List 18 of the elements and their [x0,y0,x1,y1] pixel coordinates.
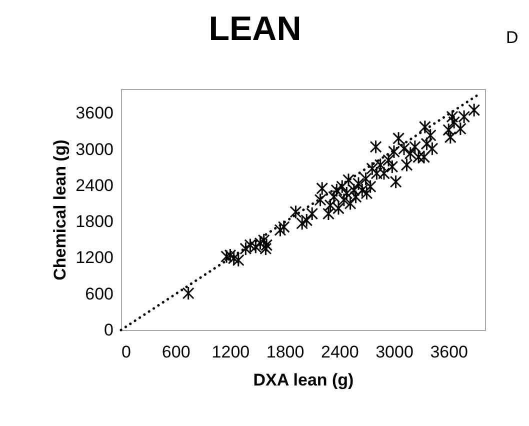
y-tick-label: 1800 [76,212,114,232]
x-tick-label: 3000 [376,342,414,362]
x-tick-label: 1800 [266,342,304,362]
x-tick-label: 600 [162,342,190,362]
y-tick-label: 2400 [76,176,114,195]
x-tick-label: 1200 [212,342,250,362]
x-tick-label: 3600 [430,342,468,362]
y-tick-label: 1200 [76,248,114,268]
x-axis-title: DXA lean (g) [253,370,354,390]
y-axis-title: Chemical lean (g) [50,140,70,280]
x-tick-label: 0 [122,342,131,362]
y-tick-label: 600 [85,284,114,304]
y-tick-label: 3000 [76,140,114,159]
chart-title: LEAN [208,10,302,48]
x-tick-label: 2400 [320,342,359,362]
y-tick-label: 0 [104,320,114,340]
text: D [506,28,518,47]
y-tick-label: 3600 [76,104,114,123]
